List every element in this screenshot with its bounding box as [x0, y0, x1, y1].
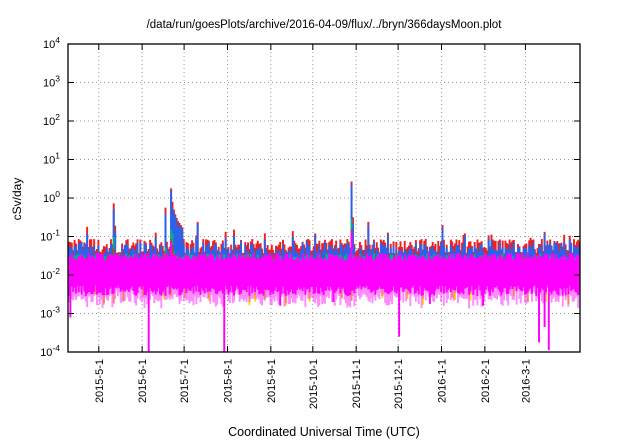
y-tick-label: 102	[43, 112, 60, 128]
x-tick-label: 2015-10-1	[308, 359, 320, 409]
series-magenta	[68, 231, 580, 352]
x-tick-label: 2016-2-1	[480, 359, 492, 403]
x-tick-label: 2016-1-1	[437, 359, 449, 403]
y-tick-labels: 104 103 102 101 100 10-1 10-2 10-3 10-4	[40, 35, 60, 359]
chart-title: /data/run/goesPlots/archive/2016-04-09/f…	[146, 19, 502, 31]
y-tick-label: 103	[43, 74, 60, 90]
y-tick-label: 10-3	[40, 305, 60, 321]
y-tick-label: 101	[43, 151, 60, 167]
axis-ticks	[68, 43, 580, 353]
data-columns	[68, 181, 580, 352]
x-axis-label: Coordinated Universal Time (UTC)	[228, 425, 420, 439]
x-tick-label: 2015-9-1	[266, 359, 278, 403]
x-tick-label: 2016-3-1	[520, 359, 532, 403]
x-tick-label: 2015-5-1	[94, 359, 106, 403]
y-tick-label: 10-1	[40, 228, 60, 244]
series-magenta-fringe	[68, 284, 580, 309]
x-tick-label: 2015-12-1	[393, 359, 405, 409]
y-tick-label: 10-4	[40, 343, 60, 359]
x-tick-label: 2015-7-1	[179, 359, 191, 403]
y-tick-label: 10-2	[40, 266, 60, 282]
x-tick-label: 2015-8-1	[222, 359, 234, 403]
x-tick-label: 2015-11-1	[351, 359, 363, 408]
y-tick-label: 104	[43, 35, 60, 51]
y-tick-label: 100	[43, 189, 60, 205]
x-tick-labels: 2015-5-1 2015-6-1 2015-7-1 2015-8-1 2015-9-1…	[94, 359, 533, 409]
x-tick-label: 2015-6-1	[137, 359, 149, 403]
